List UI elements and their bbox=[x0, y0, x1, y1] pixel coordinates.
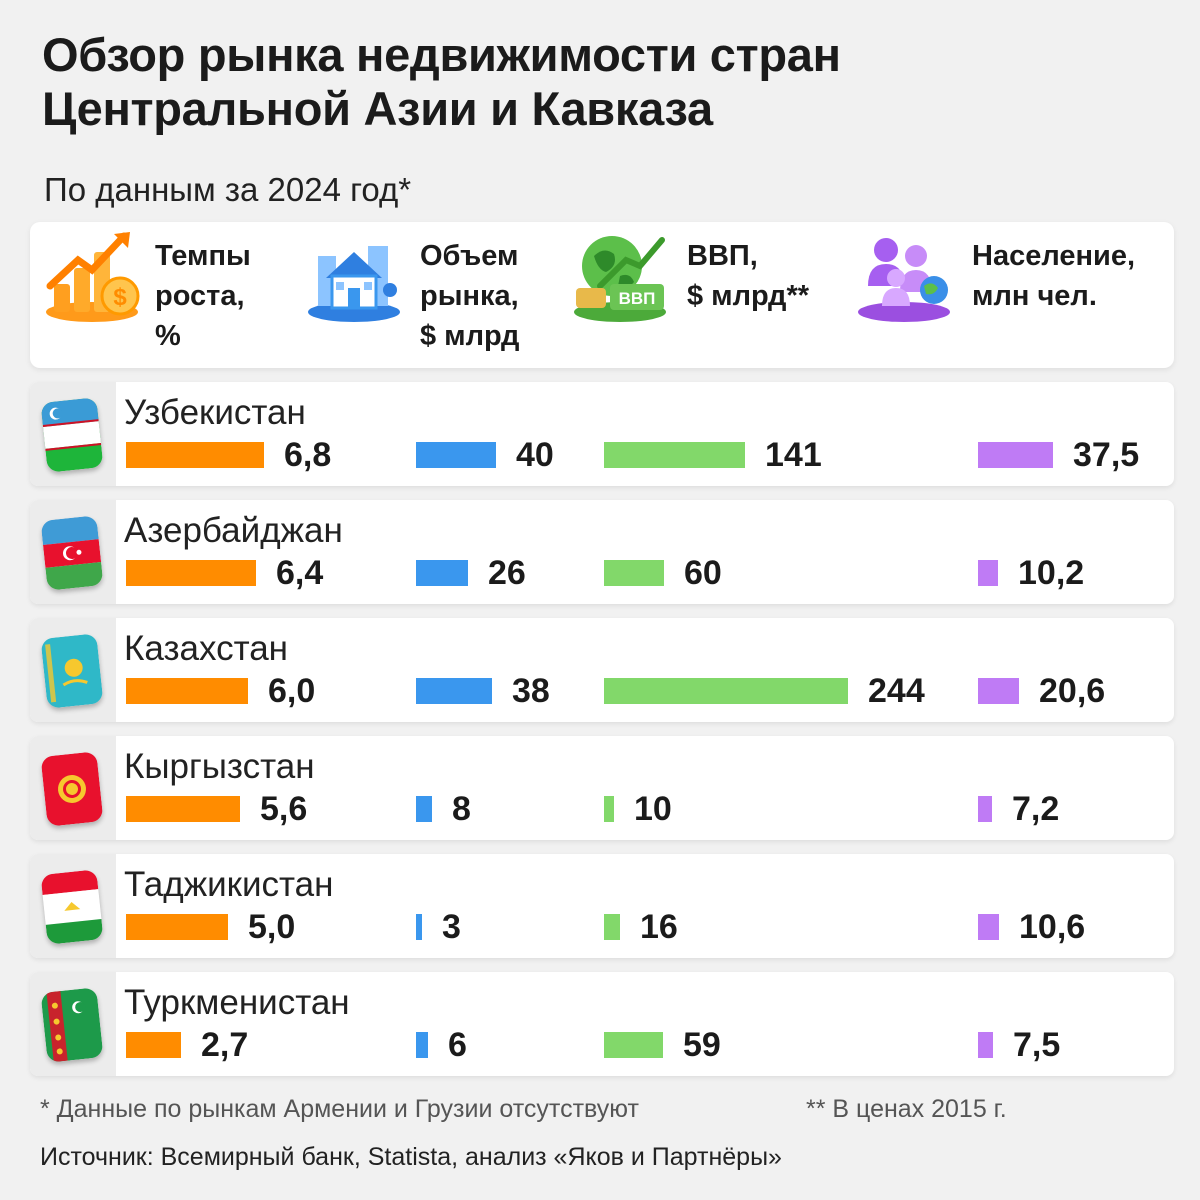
column-label-growth: Темпы роста, % bbox=[155, 240, 251, 352]
value-label: 20,6 bbox=[1039, 672, 1106, 710]
bar-population bbox=[978, 442, 1053, 468]
value-label: 16 bbox=[640, 908, 678, 946]
value-label: 5,6 bbox=[260, 790, 308, 828]
value-label: 244 bbox=[868, 672, 925, 710]
value-label: 5,0 bbox=[248, 908, 296, 946]
flag-area bbox=[30, 854, 116, 958]
value-label: 10,6 bbox=[1019, 908, 1086, 946]
value-label: 8 bbox=[452, 790, 471, 828]
page-title: Обзор рынка недвижимости стран Центральн… bbox=[42, 28, 841, 135]
tajikistan-flag-icon bbox=[40, 869, 104, 945]
value-label: 37,5 bbox=[1073, 436, 1140, 474]
country-name: Азербайджан bbox=[124, 511, 343, 550]
column-label-population: Население, млн чел. bbox=[972, 240, 1136, 312]
value-label: 7,2 bbox=[1012, 790, 1060, 828]
bar-growth bbox=[126, 796, 240, 822]
bar-gdp bbox=[604, 678, 848, 704]
bar-market bbox=[416, 678, 492, 704]
kyrgyzstan-flag-icon bbox=[40, 751, 104, 827]
bar-growth bbox=[126, 560, 256, 586]
footnote-prices: ** В ценах 2015 г. bbox=[806, 1095, 1007, 1123]
people-globe-icon bbox=[854, 226, 954, 326]
bar-gdp bbox=[604, 442, 745, 468]
value-label: 3 bbox=[442, 908, 461, 946]
bar-market bbox=[416, 442, 496, 468]
country-name: Туркменистан bbox=[124, 983, 350, 1022]
bar-population bbox=[978, 796, 992, 822]
value-label: 7,5 bbox=[1013, 1026, 1061, 1064]
bar-market bbox=[416, 796, 432, 822]
bar-population bbox=[978, 560, 998, 586]
bar-gdp bbox=[604, 1032, 663, 1058]
country-name: Кыргызстан bbox=[124, 747, 315, 786]
bar-gdp bbox=[604, 914, 620, 940]
column-header-card: $ Темпы роста, % Объем рынка, $ млрд В bbox=[30, 222, 1174, 368]
bar-growth bbox=[126, 914, 228, 940]
bar-population bbox=[978, 678, 1019, 704]
value-label: 2,7 bbox=[201, 1026, 249, 1064]
value-label: 6,8 bbox=[284, 436, 332, 474]
bar-growth bbox=[126, 442, 264, 468]
bar-growth bbox=[126, 1032, 181, 1058]
country-row: Казахстан 6,0 38 244 20,6 bbox=[30, 618, 1174, 722]
value-label: 6,0 bbox=[268, 672, 316, 710]
value-label: 6 bbox=[448, 1026, 467, 1064]
footnote-no-data: * Данные по рынкам Армении и Грузии отсу… bbox=[40, 1095, 639, 1123]
country-row: Кыргызстан 5,6 8 10 7,2 bbox=[30, 736, 1174, 840]
page-subtitle: По данным за 2024 год* bbox=[44, 171, 412, 208]
value-label: 59 bbox=[683, 1026, 721, 1064]
country-row: Таджикистан 5,0 3 16 10,6 bbox=[30, 854, 1174, 958]
country-row: Туркменистан 2,7 6 59 7,5 bbox=[30, 972, 1174, 1076]
flag-area bbox=[30, 500, 116, 604]
bar-market bbox=[416, 914, 422, 940]
globe-money-icon: ВВП bbox=[570, 226, 670, 326]
flag-area bbox=[30, 972, 116, 1076]
value-label: 10 bbox=[634, 790, 672, 828]
kazakhstan-flag-icon bbox=[40, 633, 104, 709]
country-name: Казахстан bbox=[124, 629, 289, 668]
bar-population bbox=[978, 1032, 993, 1058]
source-note: Источник: Всемирный банк, Statista, анал… bbox=[40, 1143, 782, 1171]
svg-text:ВВП: ВВП bbox=[619, 289, 656, 308]
uzbekistan-flag-icon bbox=[40, 397, 104, 473]
bar-population bbox=[978, 914, 999, 940]
value-label: 38 bbox=[512, 672, 550, 710]
flag-area bbox=[30, 618, 116, 722]
column-label-market: Объем рынка, $ млрд bbox=[420, 240, 520, 352]
value-label: 26 bbox=[488, 554, 526, 592]
value-label: 141 bbox=[765, 436, 822, 474]
value-label: 40 bbox=[516, 436, 554, 474]
value-label: 10,2 bbox=[1018, 554, 1085, 592]
value-label: 6,4 bbox=[276, 554, 324, 592]
bar-gdp bbox=[604, 560, 664, 586]
house-city-icon bbox=[304, 226, 404, 326]
bar-gdp bbox=[604, 796, 614, 822]
country-row: Узбекистан 6,8 40 141 37,5 bbox=[30, 382, 1174, 486]
flag-area bbox=[30, 736, 116, 840]
flag-area bbox=[30, 382, 116, 486]
bar-market bbox=[416, 560, 468, 586]
turkmenistan-flag-icon bbox=[40, 987, 104, 1063]
country-name: Таджикистан bbox=[124, 865, 334, 904]
azerbaijan-flag-icon bbox=[40, 515, 104, 591]
growth-bars-coin-icon: $ bbox=[44, 226, 144, 326]
bar-growth bbox=[126, 678, 248, 704]
svg-text:$: $ bbox=[113, 284, 127, 311]
column-label-gdp: ВВП, $ млрд** bbox=[687, 240, 810, 312]
bar-market bbox=[416, 1032, 428, 1058]
country-row: Азербайджан 6,4 26 60 10,2 bbox=[30, 500, 1174, 604]
country-name: Узбекистан bbox=[124, 393, 306, 432]
value-label: 60 bbox=[684, 554, 722, 592]
